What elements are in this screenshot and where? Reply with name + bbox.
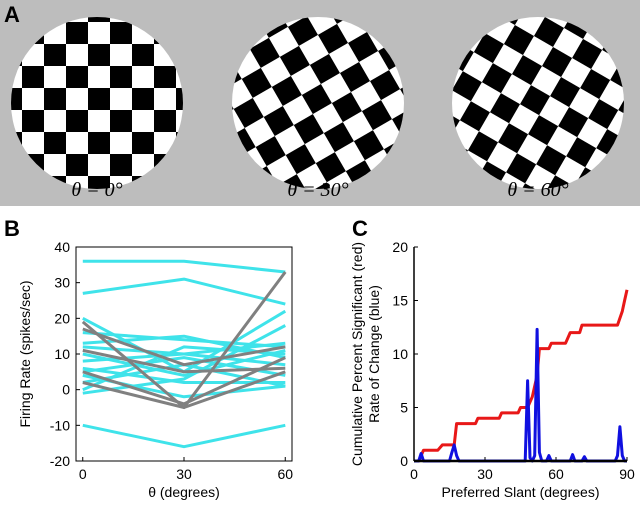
series-line [82,348,286,374]
x-tick-label: 0 [79,466,87,482]
panel-label: A [4,2,20,27]
panel-label: B [4,216,20,241]
x-tick-label: 30 [477,466,493,482]
series-line [82,324,287,395]
y-axis-label: Rate of Change (blue) [366,285,382,423]
caption: θ = 60° [507,179,568,201]
y-tick-label: 0 [62,382,70,398]
x-axis-label: θ (degrees) [148,484,220,500]
caption: θ = 30° [287,179,348,201]
checkerboard [232,17,404,189]
series-line [82,277,286,306]
checkerboard [452,17,624,189]
series-line [82,423,286,449]
y-tick-label: 20 [392,239,408,255]
y-axis-label: Cumulative Percent Significant (red) [349,242,365,466]
x-tick-label: 60 [548,466,564,482]
series-line [82,348,286,377]
series-line [414,289,629,463]
y-tick-label: 30 [54,275,70,291]
y-axis-label: Firing Rate (spikes/sec) [17,280,33,427]
series-line [414,327,627,463]
y-tick-label: -10 [50,417,70,433]
y-tick-label: 40 [54,239,70,255]
x-axis-label: Preferred Slant (degrees) [442,484,600,500]
y-tick-label: 15 [392,293,408,309]
y-tick-label: -20 [50,453,70,469]
series-line [82,259,286,274]
series-line [82,327,286,367]
series-line [82,370,286,409]
x-tick-label: 30 [176,466,192,482]
panel-label: C [352,216,368,241]
y-tick-label: 0 [400,453,408,469]
y-tick-label: 10 [54,346,70,362]
x-tick-label: 90 [619,466,635,482]
checkerboard [11,17,183,189]
caption: θ = 0° [71,179,122,201]
y-tick-label: 5 [400,400,408,416]
series-line [82,356,286,406]
y-tick-label: 20 [54,310,70,326]
x-tick-label: 0 [410,466,418,482]
x-tick-label: 60 [277,466,293,482]
y-tick-label: 10 [392,346,408,362]
